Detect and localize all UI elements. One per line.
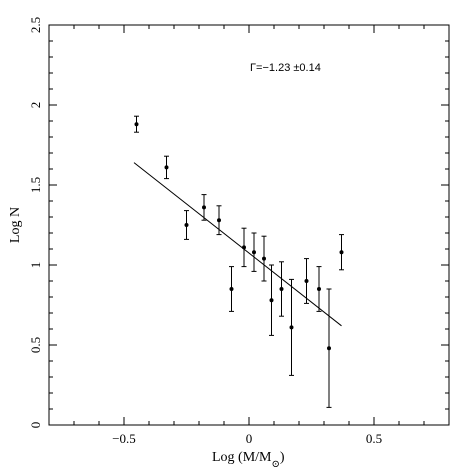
tick-labels: −0.5 0 0.5 0 0.5 1 1.5 2 2.5 [28, 17, 382, 446]
x-axis-title: Log (M/M⊙) [212, 450, 285, 470]
data-point [134, 122, 139, 127]
data-point [242, 245, 246, 250]
y-tick-label: 1.5 [28, 177, 43, 193]
x-tick-label: −0.5 [112, 431, 136, 446]
y-tick-label: 2 [28, 102, 43, 109]
x-axis-title-sub: ⊙ [272, 459, 280, 470]
data-points [134, 115, 344, 408]
data-point [269, 298, 274, 303]
data-point [339, 250, 344, 255]
data-point [262, 256, 266, 261]
data-point [164, 165, 169, 170]
data-point [229, 287, 234, 291]
y-tick-label: 0.5 [28, 337, 43, 353]
data-point [217, 218, 221, 223]
data-point [317, 287, 321, 291]
ticks [48, 24, 450, 426]
x-tick-label: 0.5 [366, 431, 382, 446]
data-point [279, 287, 284, 291]
x-axis-title-main: Log (M/M [212, 450, 272, 465]
x-tick-label: 0 [246, 431, 253, 446]
data-point [184, 223, 189, 227]
y-tick-label: 2.5 [28, 17, 43, 33]
y-tick-label: 1 [28, 262, 43, 269]
data-point [289, 325, 294, 330]
annotation: Γ=−1.23 ±0.14 [250, 62, 321, 74]
y-axis-title: Log N [8, 207, 23, 243]
y-tick-label: 0 [28, 422, 43, 429]
x-axis-title-close: ) [280, 450, 285, 465]
data-point [252, 250, 256, 255]
data-point [202, 205, 206, 210]
plot-frame [48, 24, 450, 426]
data-point [304, 279, 309, 283]
data-point [327, 346, 331, 351]
fit-line [133, 162, 342, 327]
